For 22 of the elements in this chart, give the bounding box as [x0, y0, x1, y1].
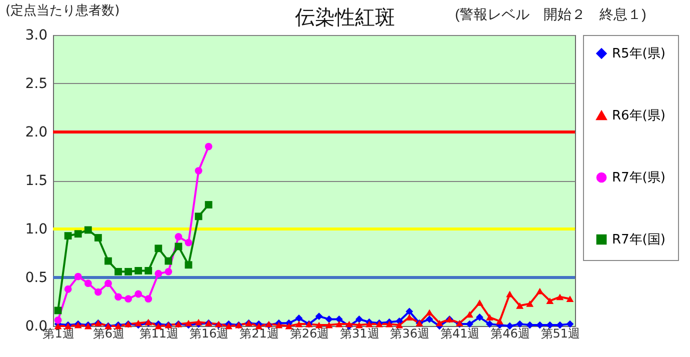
y-tick-label: 1.0	[25, 222, 48, 238]
y-tick-label: 2.0	[25, 124, 48, 140]
y-tick-label: 0.5	[25, 270, 48, 286]
x-tick-label: 第46週	[490, 326, 530, 340]
legend-label: R5年(県)	[612, 46, 666, 62]
legend-label: R6年(県)	[612, 108, 666, 124]
x-tick-label: 第16週	[189, 326, 229, 340]
text: (警報レベル 開始２ 終息１)	[455, 6, 646, 24]
y-tick-label: 2.5	[25, 76, 48, 92]
y-axis-title: (定点当たり患者数)	[6, 4, 120, 18]
x-tick-label: 第51週	[540, 326, 580, 340]
x-tick-label: 第26週	[290, 326, 330, 340]
x-tick-label: 第31週	[340, 326, 380, 340]
x-tick-label: 第36週	[390, 326, 430, 340]
y-tick-label: 3.0	[25, 28, 48, 44]
x-tick-label: 第11週	[139, 326, 179, 340]
x-tick-label: 第41週	[440, 326, 480, 340]
x-tick-label: 第21週	[240, 326, 279, 340]
chart-title: 伝染性紅斑	[294, 4, 396, 31]
y-tick-label: 1.5	[25, 173, 48, 189]
legend-label: R7年(国)	[612, 232, 666, 248]
legend-label: R7年(県)	[612, 170, 666, 186]
